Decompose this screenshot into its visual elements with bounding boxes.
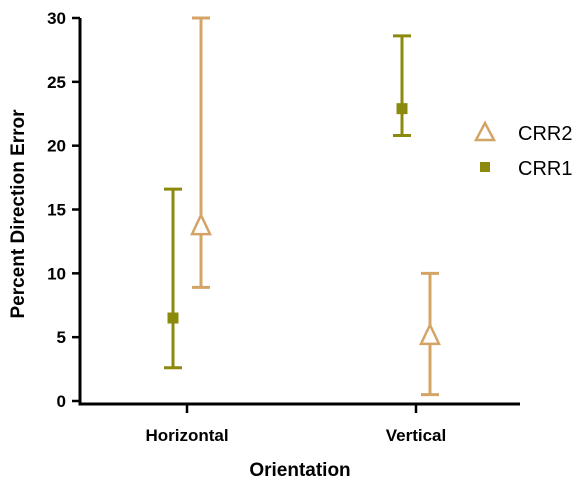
- legend-crr1-square-icon: [480, 162, 490, 172]
- point-crr2-1: [419, 321, 441, 346]
- y-tick-label-0: 0: [57, 392, 66, 411]
- legend-label-crr1: CRR1: [518, 158, 572, 180]
- y-tick-label-3: 15: [47, 201, 66, 220]
- point-crr2-0: [190, 212, 212, 236]
- y-ticks: 0 5 10 15 20 25 30: [47, 9, 80, 411]
- y-tick-label-2: 10: [47, 264, 66, 283]
- legend: CRR2 CRR1: [473, 120, 572, 180]
- x-tick-label-1: Vertical: [386, 426, 447, 445]
- y-tick-label-4: 20: [47, 137, 66, 156]
- legend-crr2-triangle-icon: [473, 120, 497, 142]
- y-tick-label-1: 5: [57, 328, 66, 347]
- legend-label-crr2: CRR2: [518, 123, 572, 145]
- y-tick-label-5: 25: [47, 73, 66, 92]
- point-crr1-0: [167, 312, 179, 324]
- y-tick-label-6: 30: [47, 9, 66, 28]
- x-ticks: Horizontal Vertical: [145, 404, 446, 445]
- x-axis-title: Orientation: [249, 460, 350, 481]
- y-axis-title: Percent Direction Error: [8, 109, 29, 319]
- plot-marks: [164, 16, 441, 397]
- point-crr1-1: [396, 103, 408, 115]
- x-tick-label-0: Horizontal: [145, 426, 228, 445]
